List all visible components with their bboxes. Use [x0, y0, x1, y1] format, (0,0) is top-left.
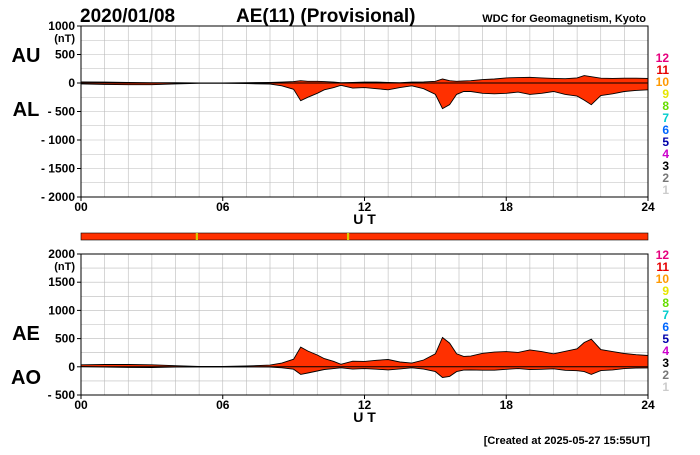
- x-tick-label: 24: [641, 200, 655, 214]
- station-count-label: 6: [662, 320, 669, 334]
- credit-text: WDC for Geomagnetism, Kyoto: [482, 13, 646, 25]
- x-tick-label: 12: [358, 200, 372, 214]
- station-count-label: 3: [662, 356, 669, 370]
- y-unit-label: (nT): [54, 33, 75, 45]
- station-count-label: 2: [662, 171, 669, 185]
- upper-index-label: AU: [12, 45, 41, 67]
- lower-index-label: AL: [13, 99, 40, 121]
- au-al-panel: - 2000 - 1500 - 1000 - 500 0 500 1000(nT) 00 06 1…: [12, 19, 670, 227]
- x-tick-label: 18: [500, 200, 514, 214]
- y-tick-label: 1000: [48, 303, 75, 317]
- status-bar-mark: [346, 233, 350, 240]
- status-bar-mark: [195, 233, 198, 240]
- index-fill-band: [81, 337, 648, 378]
- station-count-label: 5: [662, 332, 669, 346]
- plot-title: AE(11) (Provisional): [236, 6, 416, 27]
- y-tick-label: 500: [55, 332, 75, 346]
- x-tick-label: 12: [358, 398, 372, 412]
- station-count-label: 8: [662, 99, 669, 113]
- y-tick-label: - 2000: [41, 190, 75, 204]
- index-fill-band: [81, 75, 648, 109]
- plot-date: 2020/01/08: [80, 6, 175, 27]
- x-axis-title: U T: [353, 211, 376, 227]
- station-count-label: 7: [662, 111, 669, 125]
- station-count-label: 1: [662, 183, 669, 197]
- station-count-label: 12: [656, 51, 670, 65]
- station-count-label: 4: [662, 344, 669, 358]
- station-count-label: 10: [656, 75, 670, 89]
- station-count-label: 11: [656, 260, 669, 274]
- x-axis-title: U T: [353, 409, 376, 425]
- x-tick-label: 06: [216, 200, 230, 214]
- data-status-bar: [80, 232, 649, 241]
- x-tick-label: 00: [74, 200, 88, 214]
- lower-index-label: AO: [11, 367, 41, 389]
- station-count-label: 10: [656, 272, 670, 286]
- y-tick-label: 1500: [48, 275, 75, 289]
- x-tick-label: 18: [500, 398, 514, 412]
- station-count-label: 2: [662, 368, 669, 382]
- station-count-label: 12: [656, 248, 670, 262]
- y-tick-label: 1000: [48, 19, 75, 33]
- x-tick-label: 00: [74, 398, 88, 412]
- y-tick-label: - 500: [48, 388, 76, 402]
- y-tick-label: 0: [68, 360, 75, 374]
- station-count-label: 8: [662, 296, 669, 310]
- y-tick-label: 2000: [48, 247, 75, 261]
- station-count-label: 7: [662, 308, 669, 322]
- station-count-label: 6: [662, 123, 669, 137]
- station-count-label: 5: [662, 135, 669, 149]
- status-bar-fill: [80, 232, 649, 241]
- station-count-label: 4: [662, 147, 669, 161]
- station-count-label: 1: [662, 380, 669, 394]
- y-tick-label: - 500: [48, 105, 76, 119]
- station-count-label: 9: [662, 87, 669, 101]
- series-line-ae: [80, 336, 649, 367]
- series-line-al: [80, 82, 649, 110]
- y-tick-label: - 1500: [41, 162, 75, 176]
- created-timestamp: [Created at 2025-05-27 15:55UT]: [484, 435, 651, 447]
- upper-index-label: AE: [12, 323, 40, 345]
- y-tick-label: - 1000: [41, 133, 75, 147]
- y-tick-label: 0: [68, 76, 75, 90]
- x-tick-label: 06: [216, 398, 230, 412]
- y-tick-label: 500: [55, 48, 75, 62]
- station-count-label: 9: [662, 284, 669, 298]
- station-count-label: 3: [662, 159, 669, 173]
- station-count-label: 11: [656, 63, 669, 77]
- y-unit-label: (nT): [54, 261, 75, 273]
- x-tick-label: 24: [641, 398, 655, 412]
